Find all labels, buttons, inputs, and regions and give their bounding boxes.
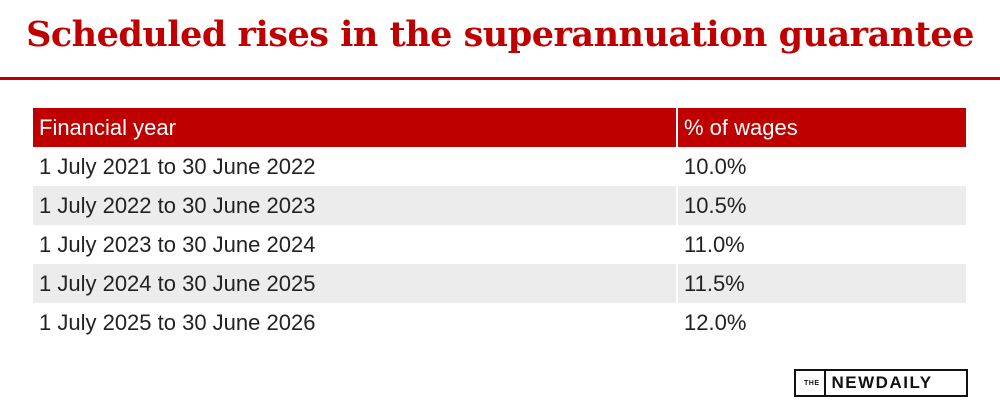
financial-year-cell: 1 July 2023 to 30 June 2024 — [39, 231, 316, 257]
logo-the-text: THE — [804, 379, 820, 387]
financial-year-cell: 1 July 2021 to 30 June 2022 — [39, 153, 316, 179]
title-divider — [0, 77, 1000, 80]
financial-year-cell: 1 July 2022 to 30 June 2023 — [33, 186, 677, 225]
percent-of-wages-cell: 11.5% — [676, 264, 966, 303]
table-container: Financial year % of wages 1 July 2021 to… — [33, 108, 966, 342]
logo-divider — [823, 369, 826, 397]
percent-of-wages-cell: 10.0% — [676, 147, 966, 186]
the-new-daily-logo: THE NEWDAILY — [794, 369, 968, 397]
super-guarantee-table: Financial year % of wages 1 July 2021 to… — [33, 108, 966, 342]
column-header-financial-year: Financial year — [33, 108, 677, 147]
column-header-percent-of-wages: % of wages — [676, 108, 966, 147]
percent-of-wages-cell: 11.0% — [676, 225, 966, 264]
financial-year-cell: 1 July 2024 to 30 June 2025 — [33, 264, 677, 303]
table-row: 1 July 2021 to 30 June 2022 10.0% — [33, 147, 966, 186]
chart-title: Scheduled rises in the superannuation gu… — [26, 14, 974, 55]
table-row: 1 July 2022 to 30 June 2023 10.5% — [33, 186, 966, 225]
table-row: 1 July 2025 to 30 June 2026 12.0% — [33, 303, 966, 342]
table-row: 1 July 2024 to 30 June 2025 11.5% — [33, 264, 966, 303]
percent-of-wages-cell: 12.0% — [676, 303, 966, 342]
percent-of-wages-cell: 10.5% — [676, 186, 966, 225]
table-row: 1 July 2023 to 30 June 2024 11.0% — [33, 225, 966, 264]
financial-year-cell: 1 July 2025 to 30 June 2026 — [39, 309, 316, 335]
table-header-row: Financial year % of wages — [33, 108, 966, 147]
logo-name-text: NEWDAILY — [831, 373, 933, 392]
